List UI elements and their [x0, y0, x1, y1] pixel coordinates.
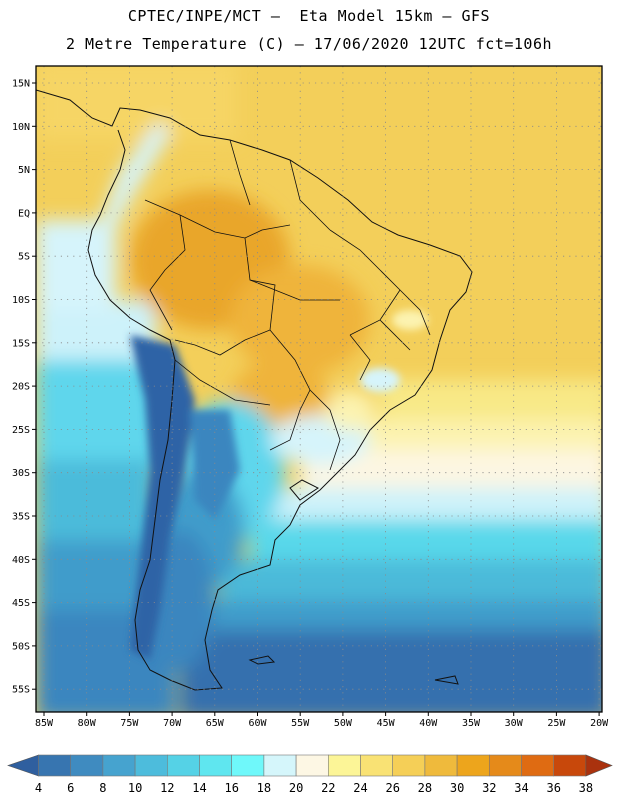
colorbar-swatch — [295, 754, 329, 777]
field-layer — [36, 66, 602, 712]
lon-label: 50W — [334, 718, 353, 729]
lon-label: 35W — [462, 718, 481, 729]
colorbar-swatch — [38, 754, 72, 777]
lat-label: 5N — [18, 165, 30, 176]
colorbar-label: 8 — [99, 781, 106, 795]
colorbar-label: 32 — [482, 781, 496, 795]
lon-label: 75W — [120, 718, 139, 729]
colorbar-arrow-low — [7, 754, 39, 777]
colorbar-label: 38 — [579, 781, 593, 795]
lat-label: 10N — [12, 122, 30, 133]
colorbar-swatch — [360, 754, 394, 777]
lat-label: 55S — [12, 685, 30, 696]
colorbar-label: 18 — [257, 781, 271, 795]
lon-label: 85W — [35, 718, 54, 729]
colorbar-swatch — [70, 754, 104, 777]
lon-label: 60W — [248, 718, 267, 729]
grid-lines — [36, 66, 602, 712]
lon-label: 25W — [547, 718, 566, 729]
colorbar-label: 30 — [450, 781, 464, 795]
latitude-axis: 15N 10N 5N EQ 5S 10S 15S 20S 25S 30S 35S 40S 45S 50S 5… — [12, 79, 36, 696]
colorbar-label: 28 — [418, 781, 432, 795]
colorbar-label: 10 — [128, 781, 142, 795]
lat-label: 5S — [18, 252, 30, 263]
colorbar-label: 26 — [385, 781, 399, 795]
lat-label: 20S — [12, 382, 30, 393]
lon-label: 65W — [206, 718, 225, 729]
colorbar-label: 22 — [321, 781, 335, 795]
lat-label: 15S — [12, 338, 30, 349]
chart-subtitle: 2 Metre Temperature (C) – 17/06/2020 12U… — [65, 35, 553, 53]
colorbar-label: 12 — [160, 781, 174, 795]
lon-label: 80W — [78, 718, 97, 729]
map-frame — [35, 65, 603, 713]
longitude-axis: 85W 80W 75W 70W 65W 60W 55W 50W 45W 40W 35W 30W 25W 2… — [35, 712, 609, 729]
colorbar: 4 6 8 10 12 14 16 18 20 22 24 26 28 30 32 34 36 38 — [7, 754, 613, 795]
colorbar-swatch — [134, 754, 168, 777]
lon-label: 55W — [291, 718, 310, 729]
colorbar-swatch — [327, 754, 361, 777]
colorbar-label: 34 — [514, 781, 528, 795]
lat-label: 40S — [12, 555, 30, 566]
lat-label: 50S — [12, 641, 30, 652]
colorbar-swatch — [392, 754, 426, 777]
lat-label: 10S — [12, 295, 30, 306]
lat-label: 45S — [12, 598, 30, 609]
colorbar-swatch — [488, 754, 522, 777]
colorbar-label: 4 — [35, 781, 42, 795]
lat-label: 30S — [12, 468, 30, 479]
colorbar-label: 14 — [192, 781, 206, 795]
colorbar-swatch — [263, 754, 297, 777]
colorbar-swatch — [553, 754, 587, 777]
lat-label: 35S — [12, 512, 30, 523]
colorbar-swatch — [424, 754, 458, 777]
colorbar-swatch — [456, 754, 490, 777]
country-borders — [144, 139, 431, 471]
lon-label: 70W — [163, 718, 182, 729]
lon-label: 20W — [590, 718, 609, 729]
chart-title: CPTEC/INPE/MCT – Eta Model 15km – GFS — [127, 7, 491, 25]
colorbar-label: 6 — [67, 781, 74, 795]
lon-label: 40W — [419, 718, 438, 729]
colorbar-swatch — [199, 754, 233, 777]
colorbar-arrow-high — [585, 754, 613, 777]
lat-label: 15N — [12, 79, 30, 90]
colorbar-swatch — [167, 754, 200, 777]
coastline — [36, 89, 473, 691]
colorbar-swatch — [521, 754, 555, 777]
colorbar-label: 36 — [546, 781, 560, 795]
colorbar-swatch — [102, 754, 136, 777]
colorbar-label: 20 — [289, 781, 303, 795]
colorbar-swatch — [231, 754, 265, 777]
lon-label: 45W — [377, 718, 396, 729]
lon-label: 30W — [505, 718, 524, 729]
colorbar-label: 24 — [353, 781, 367, 795]
lat-label: 25S — [12, 425, 30, 436]
lat-label: EQ — [18, 208, 30, 219]
colorbar-label: 16 — [224, 781, 238, 795]
